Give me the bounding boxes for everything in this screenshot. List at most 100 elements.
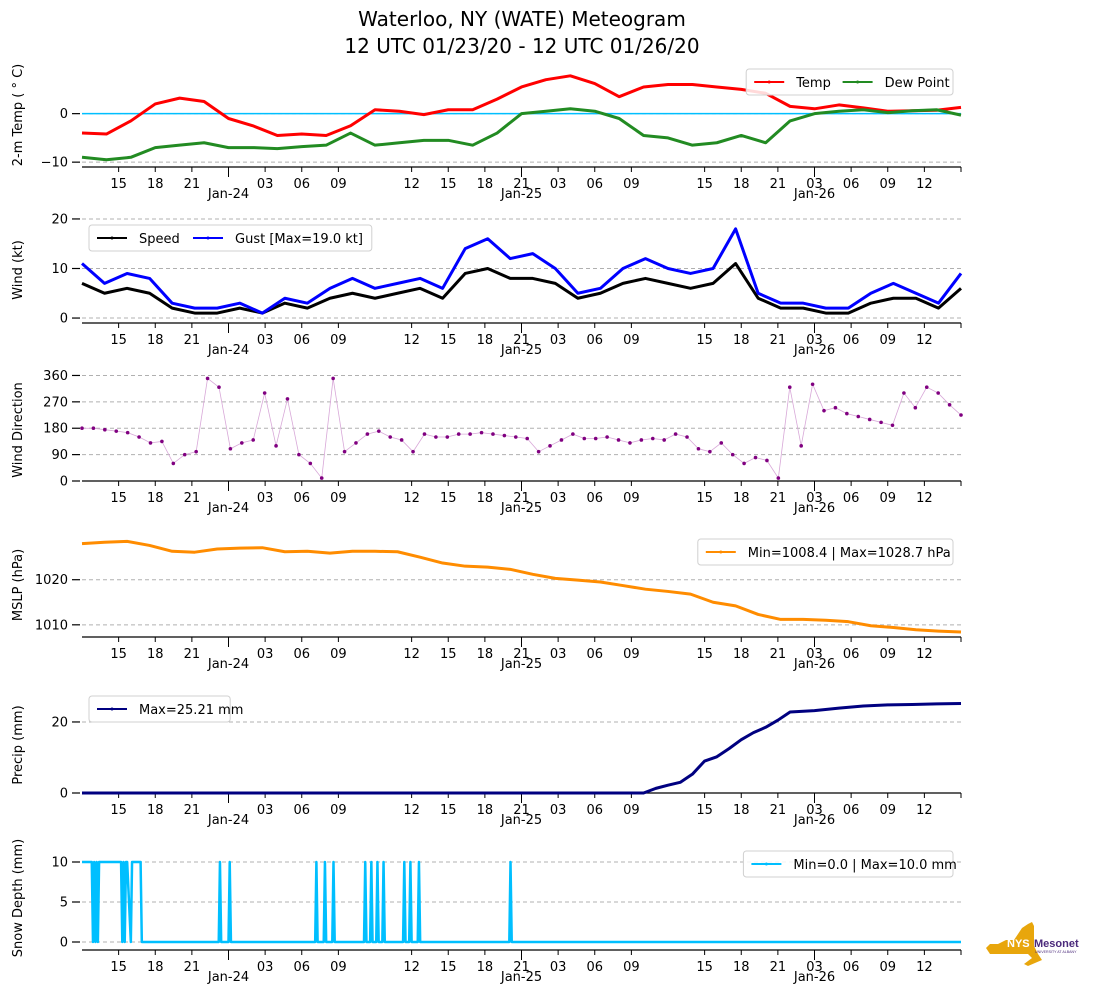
legend-label: Temp — [795, 76, 831, 91]
data-point — [399, 438, 404, 442]
x-date-label: Jan-26 — [793, 657, 835, 672]
data-point — [525, 436, 530, 441]
y-tick-label: 270 — [43, 395, 68, 410]
x-tick-label: 06 — [586, 803, 603, 818]
x-tick-label: 03 — [550, 960, 567, 975]
x-tick-label: 15 — [110, 177, 127, 192]
y-tick-label: 180 — [43, 422, 68, 437]
data-point — [274, 444, 278, 448]
panel-snow-depth: 0 5 10 Snow Depth (mm) 15 18 21 03 06 09 12 15 18 21 0… — [11, 839, 962, 985]
x-tick-label: 09 — [879, 491, 896, 506]
data-point — [890, 423, 895, 428]
y-tick-label: 10 — [51, 262, 68, 277]
data-point — [593, 436, 598, 441]
x-tick-label: 12 — [916, 960, 933, 975]
x-tick-label: 18 — [477, 647, 494, 662]
x-date-label: Jan-24 — [207, 187, 249, 202]
y-axis-label: Precip (mm) — [11, 705, 26, 784]
legend: Temp Dew Point — [745, 68, 954, 96]
logo-brand-text: Mesonet — [1034, 938, 1079, 950]
x-date-label: Jan-26 — [793, 501, 835, 516]
x-tick-label: 03 — [806, 333, 823, 348]
logo-nys-text: NYS — [1007, 938, 1030, 950]
x-tick-label: 03 — [806, 177, 823, 192]
data-point — [388, 435, 393, 439]
x-tick-label: 03 — [550, 803, 567, 818]
y-tick-label: 90 — [51, 448, 68, 463]
x-date-label: Jan-25 — [500, 970, 542, 985]
y-tick-label: 0 — [60, 936, 68, 951]
x-tick-label: 21 — [770, 491, 787, 506]
legend-label: Max=25.21 mm — [139, 703, 243, 718]
y-axis-label: Snow Depth (mm) — [11, 839, 26, 957]
x-date-label: Jan-26 — [793, 187, 835, 202]
y-tick-label: 5 — [60, 896, 68, 911]
x-tick-label: 21 — [770, 803, 787, 818]
data-point — [342, 449, 347, 454]
x-tick-label: 12 — [403, 491, 420, 506]
data-point — [810, 382, 815, 387]
data-point — [137, 435, 141, 439]
x-tick-label: 21 — [184, 177, 201, 192]
data-point — [719, 441, 724, 445]
x-date-label: Jan-26 — [793, 813, 835, 828]
x-tick-label: 18 — [477, 177, 494, 192]
data-point — [822, 408, 826, 413]
y-tick-label: −10 — [41, 156, 68, 171]
x-tick-label: 03 — [806, 491, 823, 506]
data-point — [114, 429, 119, 433]
y-tick-label: 0 — [60, 312, 68, 327]
data-point — [491, 432, 495, 436]
x-tick-label: 12 — [916, 803, 933, 818]
x-tick-label: 21 — [184, 491, 201, 506]
x-tick-label: 21 — [770, 647, 787, 662]
data-point — [845, 411, 849, 416]
x-tick-label: 21 — [513, 177, 530, 192]
x-tick-label: 09 — [330, 491, 347, 506]
legend: Max=25.21 mm — [88, 695, 243, 723]
legend: Min=1008.4 | Max=1028.7 hPa — [697, 538, 954, 566]
x-tick-label: 03 — [550, 333, 567, 348]
x-tick-label: 09 — [879, 647, 896, 662]
data-point — [708, 449, 712, 454]
legend: Min=0.0 | Max=10.0 mm — [742, 850, 957, 878]
x-tick-label: 21 — [770, 960, 787, 975]
legend-label: Dew Point — [885, 76, 950, 91]
y-tick-label: 20 — [51, 715, 68, 730]
legend-box — [88, 224, 373, 252]
data-point — [959, 413, 963, 417]
x-tick-label: 03 — [550, 491, 567, 506]
y-tick-label: 0 — [60, 475, 68, 490]
x-tick-label: 09 — [623, 177, 640, 192]
x-tick-label: 21 — [513, 491, 530, 506]
panel-temp: 0 −10 2-m Temp ( ° C) 15 18 21 03 06 09 12 15 18 21 0… — [11, 64, 962, 202]
y-tick-label: 10 — [51, 856, 68, 871]
x-tick-label: 21 — [513, 803, 530, 818]
x-tick-label: 09 — [879, 333, 896, 348]
data-point — [924, 385, 929, 389]
data-point — [616, 438, 621, 442]
x-tick-label: 18 — [147, 647, 164, 662]
x-tick-label: 15 — [110, 491, 127, 506]
x-tick-label: 06 — [293, 803, 310, 818]
x-tick-label: 06 — [586, 647, 603, 662]
x-tick-label: 09 — [623, 803, 640, 818]
data-point — [753, 455, 758, 460]
legend-marker — [719, 550, 723, 554]
x-tick-label: 18 — [477, 491, 494, 506]
x-tick-label: 18 — [477, 803, 494, 818]
series-dew-temp — [81, 107, 962, 162]
data-point — [902, 391, 906, 395]
series-min-mslp — [81, 539, 962, 634]
legend-marker — [767, 80, 771, 84]
x-tick-label: 06 — [843, 491, 860, 506]
x-date-label: Jan-24 — [207, 970, 249, 985]
chart-title-line1: Waterloo, NY (WATE) Meteogram — [358, 7, 686, 31]
x-tick-label: 18 — [147, 333, 164, 348]
data-point — [217, 385, 221, 389]
data-point — [171, 461, 176, 466]
legend-marker — [110, 707, 114, 711]
data-point — [673, 432, 678, 436]
data-point — [456, 432, 461, 436]
x-tick-label: 18 — [733, 803, 750, 818]
